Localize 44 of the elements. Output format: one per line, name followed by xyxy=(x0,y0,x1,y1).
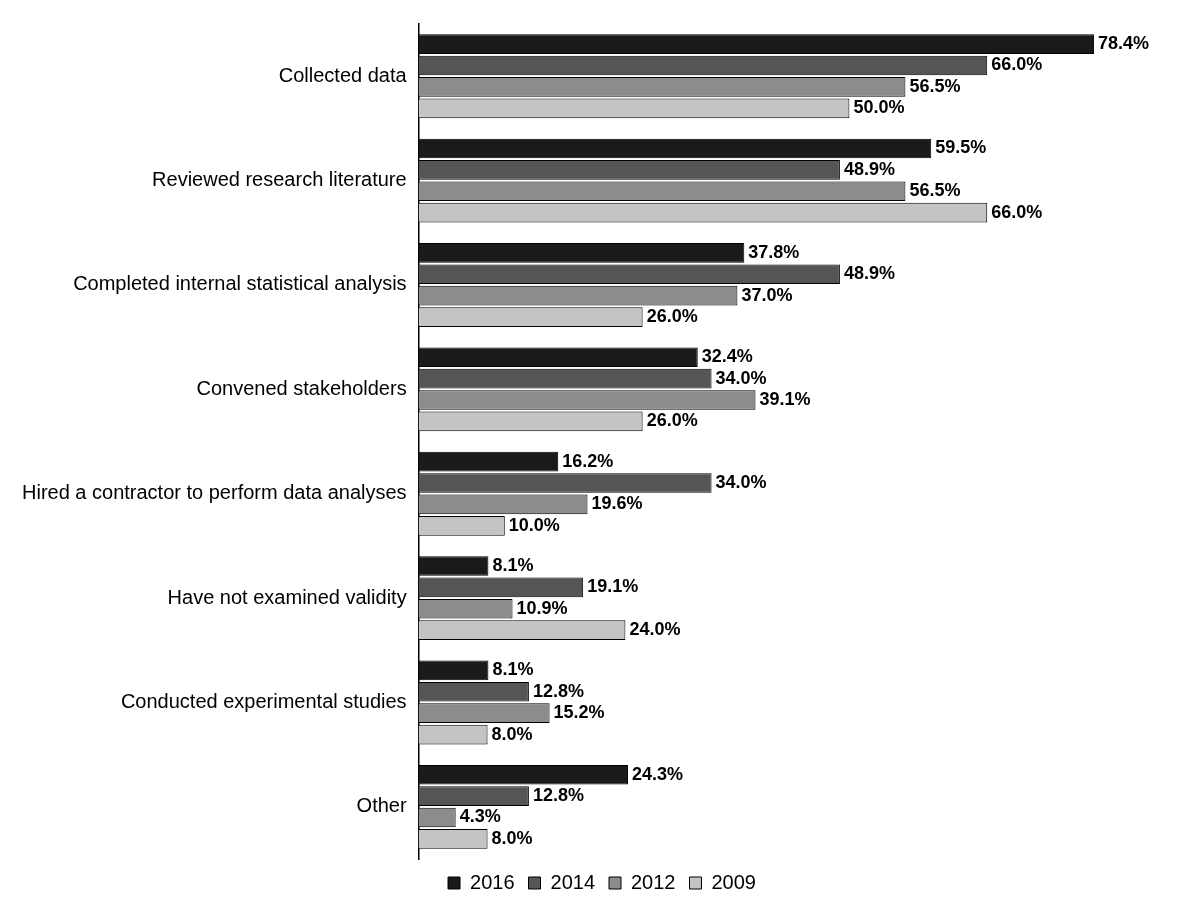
data-label: 10.9% xyxy=(516,597,568,618)
data-label: 12.8% xyxy=(532,785,584,806)
data-label: 8.0% xyxy=(491,827,533,848)
data-label: 37.0% xyxy=(741,284,793,305)
y-tick-label: Completed internal statistical analysis xyxy=(73,272,407,295)
data-label: 34.0% xyxy=(715,471,767,492)
data-label: 24.3% xyxy=(631,763,684,784)
y-tick-label: Collected data xyxy=(278,63,408,86)
data-label: 19.6% xyxy=(591,493,643,514)
legend-label: 2012 xyxy=(631,870,676,893)
y-tick-label: Hired a contractor to perform data analyses xyxy=(21,481,407,504)
legend-label: 2009 xyxy=(711,870,756,893)
data-label: 32.4% xyxy=(701,346,753,367)
y-tick-label: Other xyxy=(356,794,407,817)
data-label: 78.4% xyxy=(1098,33,1150,54)
data-label: 19.1% xyxy=(587,576,639,597)
data-label: 59.5% xyxy=(935,137,987,158)
data-label: 26.0% xyxy=(646,306,698,326)
y-tick-label: Conducted experimental studies xyxy=(120,689,407,712)
data-label: 12.8% xyxy=(532,680,584,701)
legend-label: 2016 xyxy=(470,870,515,893)
data-label: 66.0% xyxy=(991,54,1043,75)
y-tick-label: Convened stakeholders xyxy=(196,376,407,399)
data-label: 50.0% xyxy=(853,97,905,118)
data-label: 8.1% xyxy=(492,659,534,680)
data-label: 4.3% xyxy=(459,806,501,827)
data-label: 8.0% xyxy=(491,723,533,744)
y-tick-label: Reviewed research literature xyxy=(152,168,407,191)
data-label: 66.0% xyxy=(991,201,1043,222)
data-label: 48.9% xyxy=(843,263,895,284)
data-label: 34.0% xyxy=(715,367,767,388)
data-label: 15.2% xyxy=(553,702,605,723)
data-label: 16.2% xyxy=(562,450,614,471)
y-tick-label: Have not examined validity xyxy=(167,585,407,608)
data-label: 39.1% xyxy=(759,388,811,409)
data-label: 8.1% xyxy=(492,554,534,575)
data-label: 26.0% xyxy=(646,410,698,431)
data-label: 56.5% xyxy=(909,180,961,201)
data-label: 37.8% xyxy=(748,241,800,262)
data-label: 56.5% xyxy=(909,75,961,96)
data-label: 24.0% xyxy=(629,619,681,640)
data-label: 10.0% xyxy=(508,514,560,535)
data-label: 48.9% xyxy=(843,158,895,179)
legend-label: 2014 xyxy=(550,870,596,893)
